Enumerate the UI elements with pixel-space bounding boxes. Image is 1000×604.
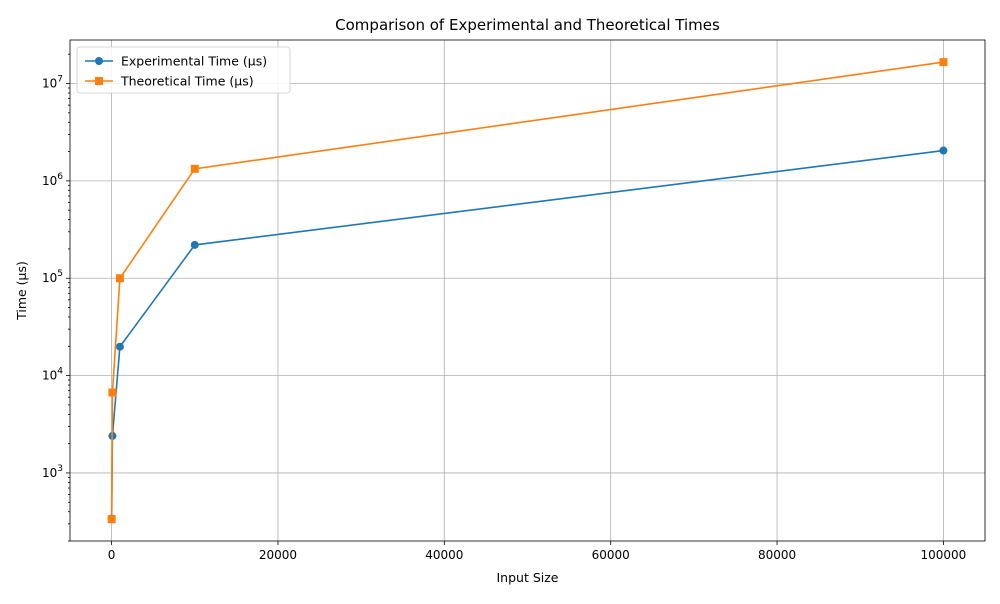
chart-title: Comparison of Experimental and Theoretic… [335, 16, 720, 34]
legend-item: Theoretical Time (µs) [85, 74, 254, 89]
y-axis-label: Time (µs) [14, 261, 29, 321]
x-axis-ticks: 0 20000 40000 60000 80000 100000 [108, 541, 967, 562]
x-tick-label: 60000 [592, 548, 630, 562]
y-tick-label: 104 [42, 367, 63, 383]
y-tick-label: 103 [42, 464, 63, 480]
data-point [115, 274, 124, 283]
legend-label: Experimental Time (µs) [121, 54, 267, 69]
legend: Experimental Time (µs) Theoretical Time (… [76, 46, 291, 94]
legend-box [76, 46, 291, 94]
y-tick-label: 106 [42, 172, 63, 188]
y-tick-exponent: 7 [57, 75, 63, 85]
series-experimental [107, 146, 948, 523]
legend-item: Experimental Time (µs) [85, 54, 267, 69]
data-point [190, 240, 199, 249]
data-point [107, 515, 116, 524]
y-tick-exponent: 4 [57, 367, 63, 377]
x-tick-label: 100000 [921, 548, 967, 562]
x-tick-label: 40000 [425, 548, 463, 562]
grid [70, 40, 985, 541]
y-tick-exponent: 3 [57, 464, 63, 474]
legend-marker [95, 77, 103, 85]
y-tick-base: 10 [42, 271, 57, 285]
data-point [108, 388, 117, 397]
y-tick-exponent: 5 [57, 269, 63, 279]
legend-label: Theoretical Time (µs) [120, 74, 254, 89]
series-group [107, 58, 948, 524]
legend-marker [95, 57, 103, 65]
x-tick-label: 0 [108, 548, 116, 562]
y-tick-base: 10 [42, 369, 57, 383]
data-point [115, 342, 124, 351]
y-tick-label: 105 [42, 269, 63, 285]
y-tick-label: 107 [42, 75, 63, 91]
x-tick-label: 20000 [259, 548, 297, 562]
y-tick-base: 10 [42, 77, 57, 91]
x-axis-label: Input Size [497, 570, 559, 585]
data-point [939, 58, 948, 67]
x-tick-label: 80000 [758, 548, 796, 562]
series-theoretical [107, 58, 948, 524]
data-point [939, 146, 948, 155]
y-tick-base: 10 [42, 466, 57, 480]
y-tick-base: 10 [42, 174, 57, 188]
series-line [110, 149, 944, 519]
data-point [190, 164, 199, 173]
y-tick-exponent: 6 [57, 172, 63, 182]
plot-frame [69, 39, 986, 542]
series-line [110, 61, 944, 520]
